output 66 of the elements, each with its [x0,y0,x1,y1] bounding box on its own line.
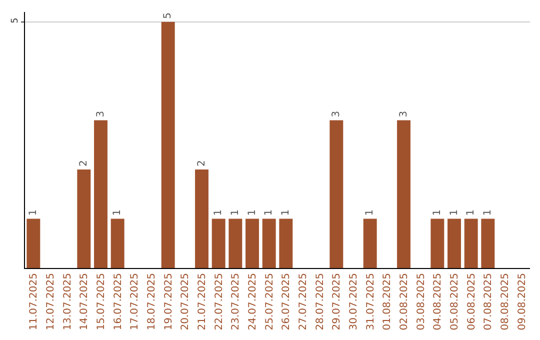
bar [279,218,293,268]
bar [448,218,461,268]
data-label: 1 [432,209,443,216]
bar [77,170,91,268]
bar [228,218,242,268]
x-tick-label: 26.07.2025 [281,273,292,330]
bar [94,120,108,268]
x-tick-label: 01.08.2025 [382,273,394,330]
data-label: 1 [28,209,39,216]
x-tick-label: 16.07.2025 [112,273,124,330]
bar [397,120,410,268]
x-tick-label: 15.07.2025 [96,273,107,330]
bar [430,218,444,268]
x-tick-label: 17.07.2025 [130,273,141,330]
x-tick-label: 11.07.2025 [28,273,40,330]
x-tick-label: 31.07.2025 [365,273,376,330]
x-tick-label: 21.07.2025 [197,273,208,330]
bar [464,218,478,268]
bar [110,218,124,268]
bar [481,218,495,268]
data-label: 1 [280,209,292,216]
data-label: 1 [448,209,460,216]
bar [161,22,175,268]
x-tick-label: 03.08.2025 [416,273,427,330]
x-tick-label: 09.08.2025 [516,273,528,330]
x-tick-label: 19.07.2025 [163,273,174,330]
data-label: 3 [95,110,106,118]
x-tick-label: 02.08.2025 [399,273,410,330]
bar [262,218,276,268]
data-label: 1 [246,209,258,216]
data-label: 1 [264,209,275,216]
x-tick-label: 22.07.2025 [214,273,225,330]
x-tick-label: 20.07.2025 [180,273,192,330]
data-label: 1 [364,209,376,216]
bar [330,120,344,268]
x-tick-label: 13.07.2025 [62,273,74,330]
x-tick-label: 28.07.2025 [314,273,326,330]
data-label: 3 [398,110,410,118]
x-tick-label: 06.08.2025 [466,273,478,330]
x-tick-label: 30.07.2025 [348,273,360,330]
x-tick-label: 12.07.2025 [46,273,56,330]
x-tick-label: 25.07.2025 [264,273,276,330]
data-label: 3 [330,110,342,118]
bar [363,218,377,268]
data-label: 2 [78,160,90,167]
x-tick-label: 23.07.2025 [230,273,242,330]
x-tick-label: 27.07.2025 [298,273,309,330]
data-label: 1 [112,209,124,216]
data-label: 5 [162,12,174,19]
x-tick-label: 05.08.2025 [450,273,460,330]
x-tick-label: 14.07.2025 [79,273,90,330]
data-label: 1 [466,209,477,216]
data-label: 2 [196,160,208,167]
x-tick-label: 29.07.2025 [332,273,343,330]
data-label: 1 [230,209,241,216]
data-label: 1 [482,209,494,216]
x-tick-label: 04.08.2025 [432,273,444,330]
x-tick-label: 08.08.2025 [500,273,511,330]
x-tick-label: 24.07.2025 [248,273,258,330]
bar [246,218,259,268]
bar [195,170,208,268]
x-tick-label: 18.07.2025 [146,273,158,330]
bar [26,218,40,268]
bar [212,218,226,268]
x-tick-label: 07.08.2025 [483,273,494,330]
data-label: 1 [213,209,224,216]
